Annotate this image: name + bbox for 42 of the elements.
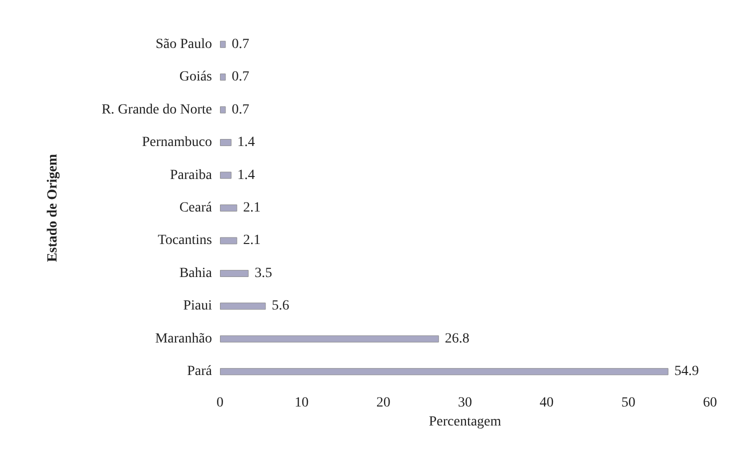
data-label: 2.1: [243, 200, 261, 216]
x-tick-label: 50: [621, 396, 636, 410]
data-label: 26.8: [444, 331, 470, 346]
y-tick-label: Pará: [187, 364, 213, 380]
data-label: 3.5: [254, 266, 272, 281]
y-tick-label: Maranhão: [155, 331, 212, 346]
bar: [220, 335, 439, 342]
data-label: 0.7: [232, 70, 250, 85]
x-tick-label: 40: [540, 396, 554, 410]
bar: [220, 237, 238, 244]
data-label: 0.7: [232, 36, 250, 52]
y-tick-label: Tocantins: [158, 233, 212, 248]
bar: [220, 74, 226, 81]
x-tick-label: 0: [216, 396, 224, 410]
data-label: 2.1: [243, 233, 261, 248]
x-tick-label: 30: [458, 396, 472, 410]
data-label: 1.4: [237, 168, 255, 183]
bar: [220, 106, 226, 114]
bar: [220, 204, 238, 212]
y-tick-label: Goiás: [179, 70, 212, 85]
bar: [220, 172, 232, 179]
bar: [220, 270, 249, 277]
y-tick-label: Pernambuco: [142, 135, 212, 150]
bar: [220, 139, 232, 146]
x-tick-label: 60: [703, 396, 717, 410]
y-tick-label: São Paulo: [156, 36, 212, 52]
y-tick-label: Bahia: [179, 266, 213, 281]
y-tick-label: Ceará: [179, 200, 213, 216]
data-label: 0.7: [232, 102, 250, 118]
y-tick-label: Piaui: [183, 298, 212, 314]
x-tick-label: 10: [294, 396, 309, 410]
bar: [220, 368, 668, 376]
data-label: 5.6: [272, 298, 290, 314]
x-tick-label: 20: [376, 396, 390, 410]
y-axis-title: Estado de Origem: [46, 154, 60, 262]
bar: [220, 40, 226, 48]
y-tick-label: R. Grande do Norte: [102, 102, 212, 118]
data-label: 54.9: [674, 364, 699, 380]
x-axis-title: Percentagem: [428, 414, 502, 430]
y-tick-label: Paraiba: [170, 168, 213, 183]
data-label: 1.4: [237, 135, 255, 150]
bar: [220, 302, 266, 310]
